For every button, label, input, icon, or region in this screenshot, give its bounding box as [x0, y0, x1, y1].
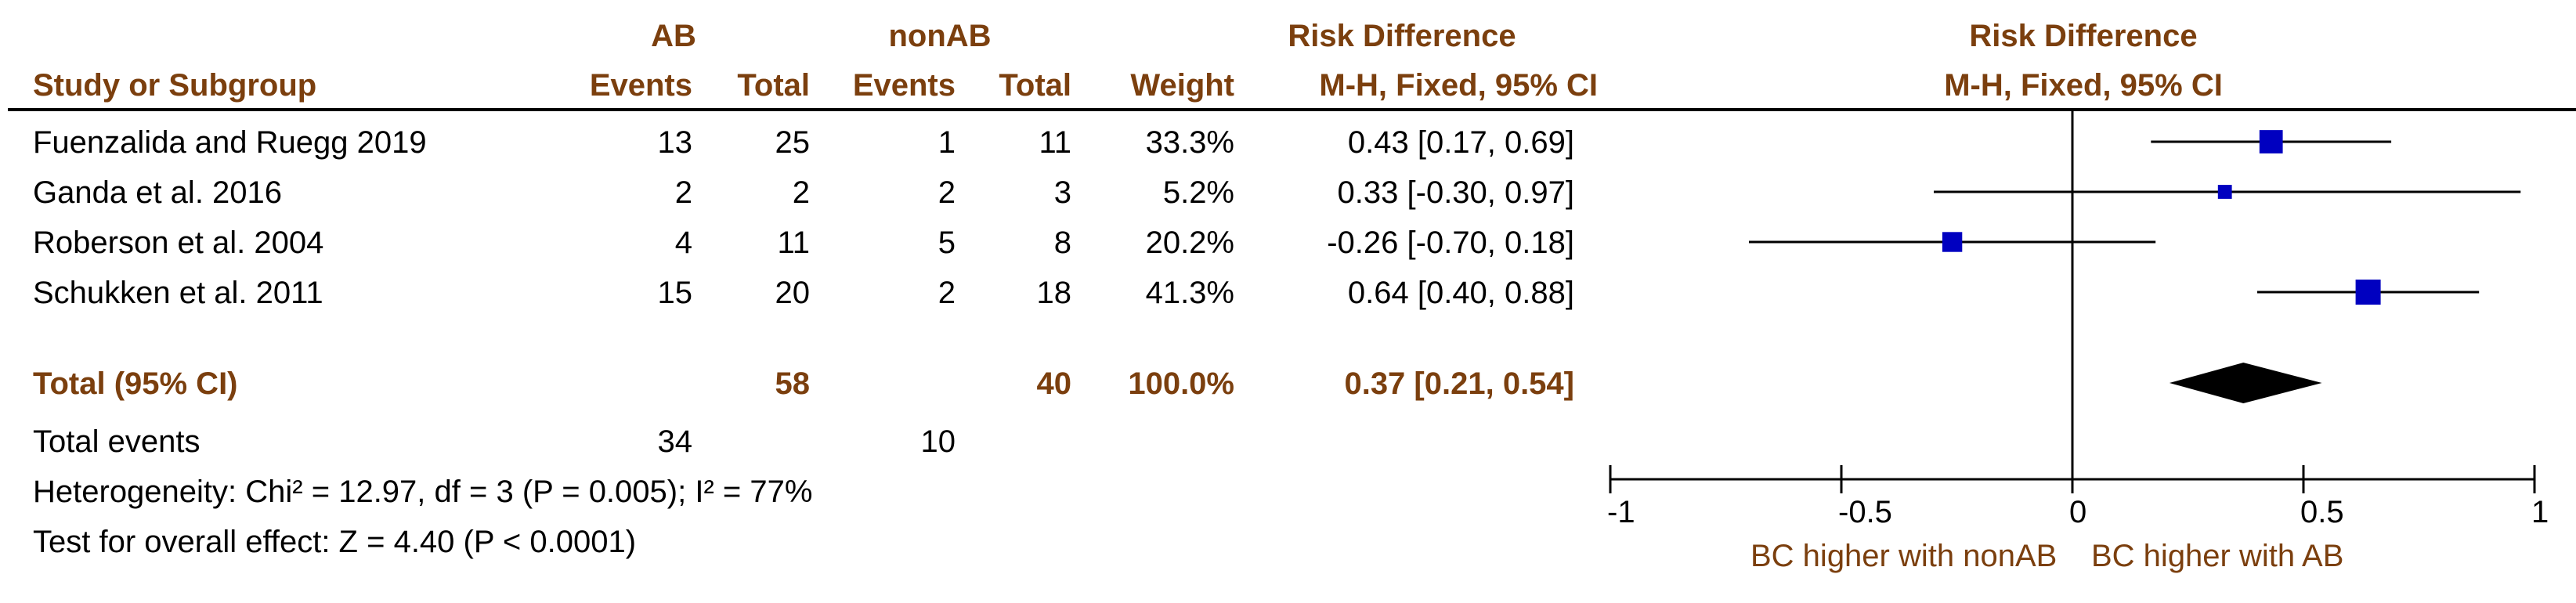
axis-left-label: BC higher with nonAB: [1750, 539, 2058, 573]
ab-total-sum: 58: [775, 366, 811, 401]
study-name: Ganda et al. 2016: [33, 175, 283, 210]
ab-total-header: Total: [737, 68, 810, 103]
overall-effect-text: Test for overall effect: Z = 4.40 (P < 0…: [33, 525, 637, 559]
study-weight: 20.2%: [1145, 226, 1234, 260]
study-name: Fuenzalida and Ruegg 2019: [33, 125, 427, 160]
nonab-total: 8: [1053, 226, 1071, 260]
nonab-total: 18: [1036, 276, 1072, 310]
total-label: Total (95% CI): [33, 366, 238, 401]
heterogeneity-text: Heterogeneity: Chi² = 12.97, df = 3 (P =…: [33, 475, 813, 509]
effect-title-header: Risk Difference: [1288, 19, 1516, 53]
study-ci: 0.33 [-0.30, 0.97]: [1337, 175, 1574, 210]
ab-events: 4: [674, 226, 692, 260]
nonab-events: 5: [938, 226, 956, 260]
nonab-total-events: 10: [920, 424, 956, 459]
ab-total: 11: [777, 226, 810, 260]
method-header: M-H, Fixed, 95% CI: [1319, 68, 1598, 103]
x-tick-label: -1: [1607, 495, 1635, 529]
study-name: Roberson et al. 2004: [33, 226, 324, 260]
ab-events-header: Events: [589, 68, 692, 103]
nonab-events: 2: [938, 276, 956, 310]
nonab-events: 2: [938, 175, 956, 210]
study-effect-square: [2355, 280, 2381, 305]
ab-events: 2: [674, 175, 692, 210]
x-tick-label: 0: [2069, 495, 2087, 529]
pooled-effect-diamond: [2169, 363, 2322, 403]
ab-total: 25: [775, 125, 811, 160]
nonab-total: 11: [1039, 125, 1071, 160]
x-tick-label: 0.5: [2300, 495, 2344, 529]
nonab-events: 1: [938, 125, 956, 160]
nonab-total: 3: [1053, 175, 1071, 210]
plot-method-header: M-H, Fixed, 95% CI: [1944, 68, 2223, 103]
plot-title-header: Risk Difference: [1969, 19, 2198, 53]
group2-header: nonAB: [888, 19, 992, 53]
ab-total: 20: [775, 276, 811, 310]
nonab-events-header: Events: [852, 68, 956, 103]
study-ci: 0.64 [0.40, 0.88]: [1347, 276, 1574, 310]
study-weight: 33.3%: [1145, 125, 1234, 160]
study-ci: 0.43 [0.17, 0.69]: [1347, 125, 1574, 160]
study-effect-square: [2217, 185, 2232, 199]
study-name: Schukken et al. 2011: [33, 276, 323, 310]
study-column-header: Study or Subgroup: [33, 68, 317, 103]
nonab-total-sum: 40: [1036, 366, 1072, 401]
ab-total-events: 34: [657, 424, 693, 459]
x-tick-label: -0.5: [1838, 495, 1892, 529]
total-events-label: Total events: [33, 424, 201, 459]
study-weight: 5.2%: [1162, 175, 1234, 210]
ab-total: 2: [792, 175, 810, 210]
total-weight: 100.0%: [1128, 366, 1234, 401]
nonab-total-header: Total: [999, 68, 1071, 103]
axis-right-label: BC higher with AB: [2091, 539, 2344, 573]
header-divider: [8, 108, 2576, 111]
study-ci: -0.26 [-0.70, 0.18]: [1327, 226, 1574, 260]
weight-header: Weight: [1130, 68, 1234, 103]
ab-events: 13: [657, 125, 693, 160]
x-tick-label: 1: [2531, 495, 2549, 529]
pooled-ci: 0.37 [0.21, 0.54]: [1344, 366, 1574, 401]
study-effect-square: [1942, 232, 1963, 252]
study-effect-square: [2259, 130, 2283, 153]
group1-header: AB: [651, 19, 696, 53]
study-weight: 41.3%: [1145, 276, 1234, 310]
ab-events: 15: [657, 276, 693, 310]
